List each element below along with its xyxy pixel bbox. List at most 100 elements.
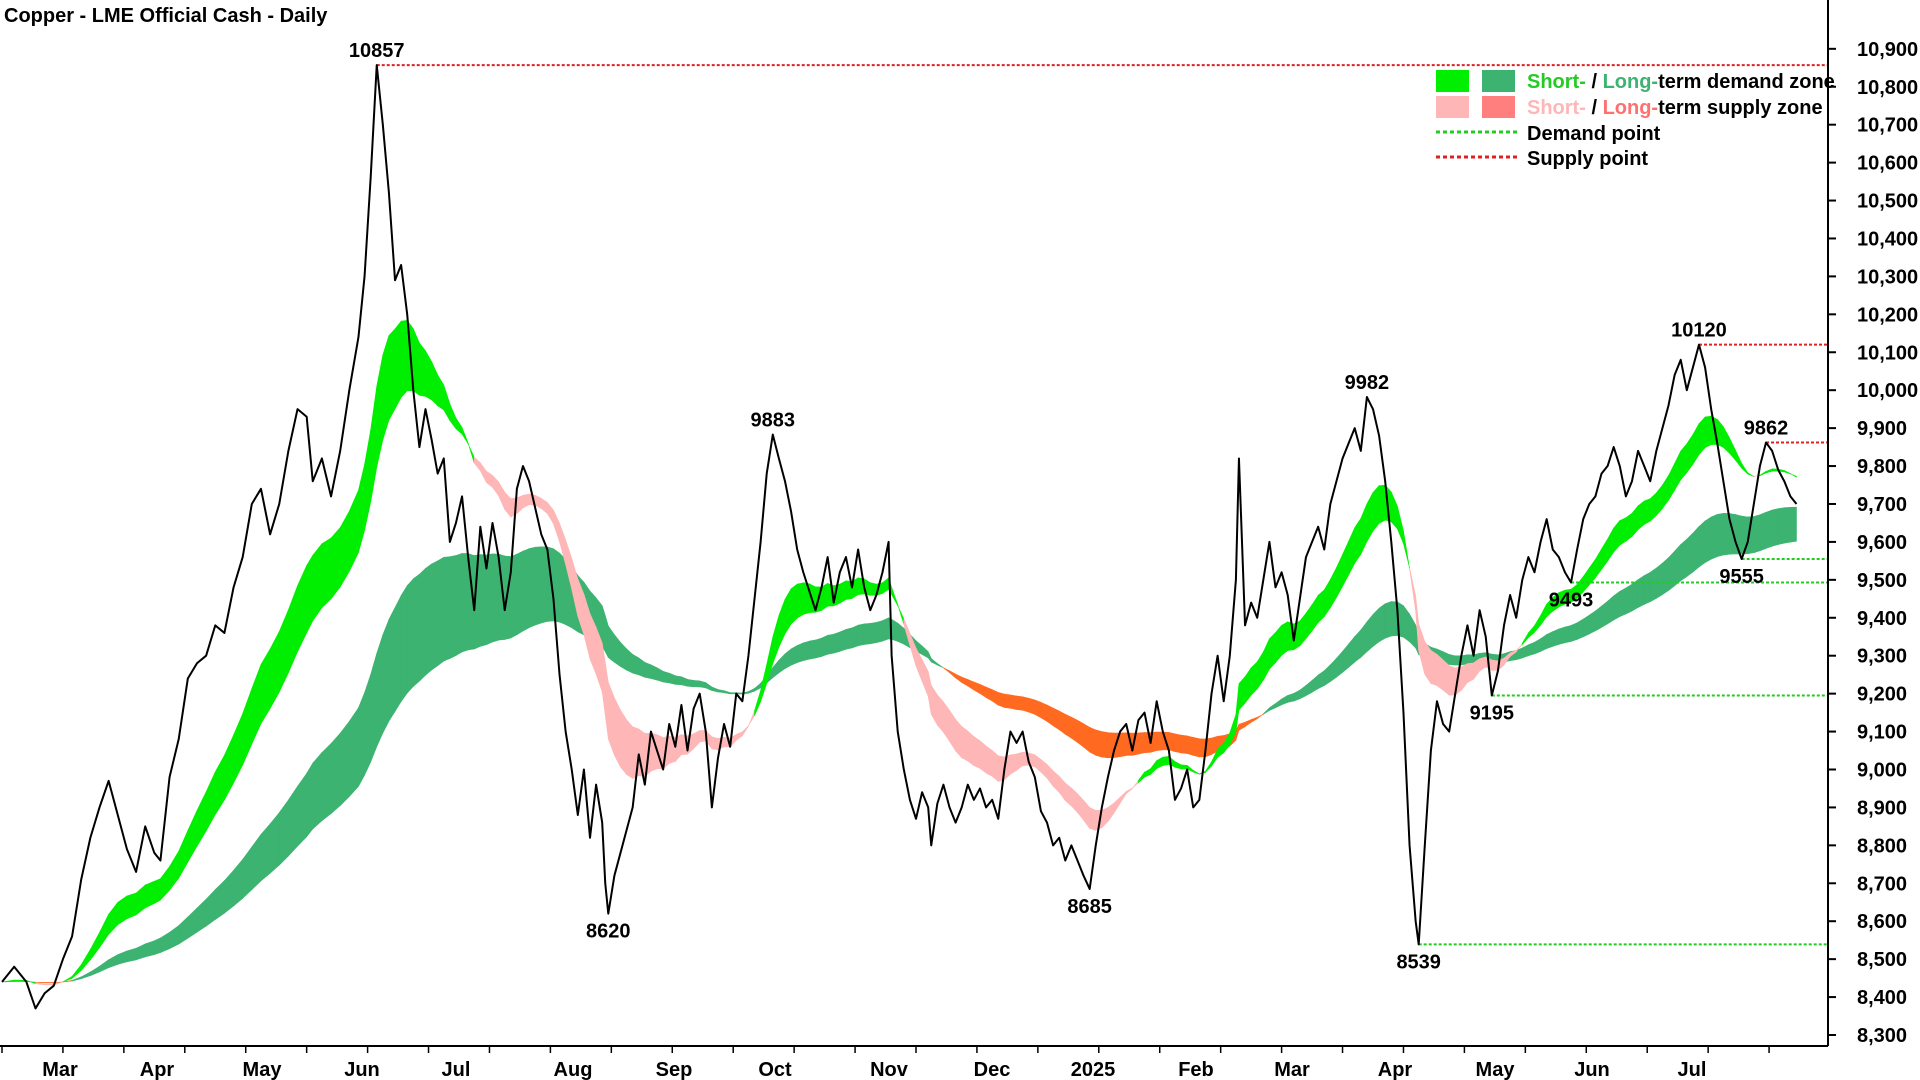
short-term-zone-segment [839,580,847,604]
long-term-zone-segment [1448,654,1456,666]
long-term-zone-segment [358,692,365,787]
long-term-zone-segment [1601,600,1608,628]
long-term-zone-segment [1698,520,1706,568]
long-term-zone-segment [504,555,512,640]
legend-demand-zone-label: Short- / Long-term demand zone [1527,71,1835,93]
y-tick-label: 10,400 [1857,228,1918,250]
long-term-zone-segment [154,937,161,956]
long-term-zone-segment [1077,719,1084,748]
long-term-zone-segment [827,633,835,655]
short-term-zone-segment [1467,662,1474,683]
long-term-zone-segment [876,620,883,644]
legend-swatch-long-demand [1482,70,1515,92]
x-tick-label: Jul [442,1059,471,1080]
long-term-zone-segment [1710,514,1718,560]
long-term-zone-segment [863,623,871,645]
short-term-zone-segment [1269,631,1276,670]
long-term-zone-segment [851,624,859,649]
long-term-zone-segment [306,762,314,838]
x-tick-label: Oct [758,1059,792,1080]
long-term-zone-segment [1180,734,1188,754]
short-term-zone-segment [154,878,161,904]
long-term-zone-segment [321,742,332,822]
x-tick-label: Aug [554,1059,593,1080]
x-tick-label: May [243,1059,283,1080]
long-term-zone-segment [1765,509,1773,549]
short-term-zone-segment [1162,755,1170,766]
y-tick-label: 9,600 [1857,532,1907,554]
legend-supply-zone-label: Short- / Long-term supply zone [1527,97,1823,119]
legend: Short- / Long-term demand zone Short- / … [1436,70,1835,170]
legend-supply-point-label: Supply point [1527,148,1648,170]
long-term-zone-segment [1192,737,1200,758]
short-term-zone-segment [985,745,993,777]
y-tick-label: 8,900 [1857,797,1907,819]
long-term-zone-segment [1631,578,1639,612]
short-term-zone-segment [1625,512,1633,542]
zone-bands [1,319,1797,986]
long-term-zone-segment [1674,543,1682,587]
long-term-zone-segment [260,823,271,882]
long-term-zone-segment [1595,605,1602,632]
y-tick-label: 10,300 [1857,266,1918,288]
long-term-zone-segment [412,573,420,688]
annotation-label: 9862 [1744,418,1789,440]
annotation-label: 9493 [1549,589,1594,611]
short-term-zone-segment [44,983,55,986]
demand-supply-point-lines [376,64,1828,946]
short-term-zone-segment [1317,589,1325,624]
y-tick-label: 9,300 [1857,646,1907,668]
long-term-zone-segment [675,675,682,686]
long-term-zone-segment [1467,654,1474,665]
long-term-zone-segment [1662,556,1669,596]
long-term-zone-segment [1119,732,1127,758]
long-term-zone-segment [394,595,402,713]
long-term-zone-segment [1004,693,1011,709]
short-term-zone-segment [312,542,323,622]
long-term-zone-segment [1564,625,1572,644]
short-term-zone-segment [419,342,426,397]
chart-title: Copper - LME Official Cash - Daily [4,5,328,27]
short-term-zone-segment [394,320,402,410]
long-term-zone-segment [35,981,45,984]
long-term-zone-segment [376,634,384,747]
long-term-zone-segment [1552,628,1560,647]
y-tick-label: 10,500 [1857,191,1918,213]
long-term-zone-segment [1784,506,1791,544]
legend-demand-sep: / [1586,71,1603,93]
short-term-zone-segment [1643,498,1651,526]
legend-supply-short: Short- [1527,97,1586,119]
short-term-zone-segment [1281,621,1288,656]
long-term-zone-segment [1064,713,1072,739]
short-term-zone-segment [330,526,341,600]
long-term-zone-segment [809,639,816,660]
long-term-zone-segment [443,556,451,662]
short-term-zone-segment [400,320,408,399]
long-term-zone-segment [388,607,396,723]
short-term-zone-segment [1372,484,1380,532]
short-term-zone-segment [711,736,719,751]
legend-swatch-short-demand [1436,70,1469,92]
long-term-zone-segment [796,642,804,664]
x-tick-label: Apr [140,1059,175,1080]
long-term-zone-segment [312,751,323,830]
x-tick-label: Jul [1678,1059,1707,1080]
short-term-zone-segment [869,582,877,596]
short-term-zone-segment [321,537,332,609]
y-tick-label: 10,900 [1857,39,1918,61]
short-term-zone-segment [614,697,621,768]
long-term-zone-segment [1637,575,1645,608]
short-term-zone-segment [979,740,987,774]
long-term-zone-segment [1071,716,1078,743]
short-term-zone-segment [1790,473,1797,478]
long-term-zone-segment [437,556,445,667]
long-term-zone-segment [1028,697,1036,715]
y-tick-label: 10,700 [1857,115,1918,137]
y-tick-label: 8,800 [1857,835,1907,857]
long-term-zone-segment [882,617,889,642]
long-term-zone-segment [1649,567,1657,603]
y-tick-label: 9,000 [1857,759,1907,781]
short-term-zone-segment [1089,806,1097,831]
x-tick-label: Jun [344,1059,380,1080]
short-term-zone-segment [967,730,975,767]
